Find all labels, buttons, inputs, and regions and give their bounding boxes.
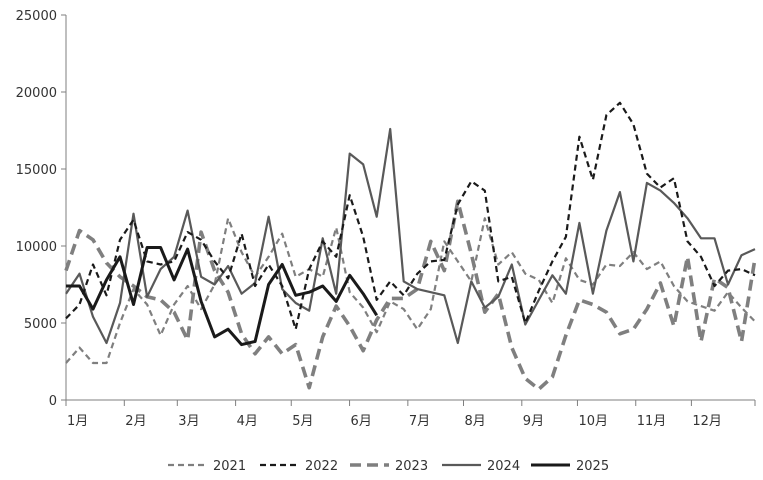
x-axis: 1月 2月 3月 4月 5月 6月 7月 8月 9月 10月 11月 12月 (65, 399, 756, 429)
x-tick-label: 3月 (178, 414, 199, 429)
x-tick-label: 12月 (692, 414, 722, 429)
series-line-2021 (65, 217, 756, 365)
x-tick-label: 6月 (351, 414, 372, 429)
y-tick-label: 15000 (16, 163, 57, 178)
legend-label-2025: 2025 (576, 459, 609, 474)
x-tick-label: 7月 (409, 414, 430, 429)
x-tick-label: 5月 (292, 414, 313, 429)
legend-label-2021: 2021 (213, 459, 246, 474)
y-tick-label: 20000 (16, 86, 57, 101)
x-tick-label: 2月 (125, 414, 146, 429)
series-line-2024 (65, 127, 756, 345)
y-tick-label: 0 (49, 394, 57, 409)
y-tick-label: 25000 (16, 9, 57, 24)
legend-label-2022: 2022 (305, 459, 338, 474)
series-layer (64, 101, 757, 392)
x-tick-label: 9月 (523, 414, 544, 429)
x-tick-label: 4月 (237, 414, 258, 429)
x-tick-label: 1月 (67, 414, 88, 429)
x-tick-label: 11月 (637, 414, 667, 429)
series-line-2022 (65, 101, 756, 331)
series-line-2023 (64, 199, 757, 392)
y-tick-label: 10000 (16, 240, 57, 255)
y-axis: 0 5000 10000 15000 20000 25000 (16, 9, 67, 409)
legend-label-2023: 2023 (395, 459, 428, 474)
legend: 2021 2022 2023 2024 2025 (168, 459, 609, 474)
x-tick-label: 8月 (465, 414, 486, 429)
x-tick-label: 10月 (578, 414, 608, 429)
y-tick-label: 5000 (24, 317, 57, 332)
series-line-2025 (66, 246, 378, 347)
legend-label-2024: 2024 (487, 459, 520, 474)
